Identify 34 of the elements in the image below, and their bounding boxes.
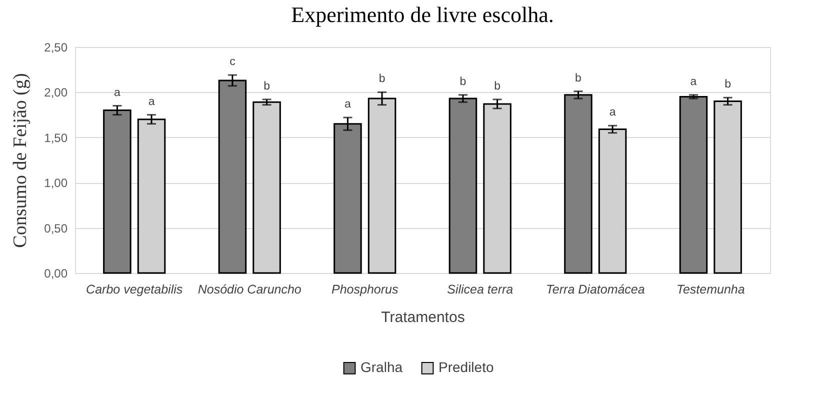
x-tick-label: Silicea terra <box>447 282 514 296</box>
legend-label: Predileto <box>438 359 494 376</box>
y-tick-label: 1,50 <box>44 130 68 145</box>
y-tick-label: 2,50 <box>44 40 68 54</box>
legend-label: Gralha <box>360 359 403 376</box>
data-label: b <box>494 80 500 92</box>
bar <box>218 80 247 274</box>
data-label: b <box>460 76 466 88</box>
y-tick-label: 1,00 <box>44 176 68 190</box>
x-tick-label: Carbo vegetabilis <box>86 282 183 296</box>
bar <box>564 94 592 274</box>
data-label: a <box>609 106 616 119</box>
x-axis-title: Tratamentos <box>381 309 465 326</box>
x-tick-label: Testemunha <box>676 282 745 296</box>
data-label: a <box>148 96 156 108</box>
x-tick-label: Terra Diatomácea <box>546 282 645 296</box>
data-label: b <box>264 80 270 92</box>
data-label: a <box>114 86 121 99</box>
y-tick-label: 0,00 <box>44 266 68 280</box>
x-tick-label: Nosódio Caruncho <box>198 282 302 296</box>
chart-title: Experimento de livre escolha. <box>291 2 554 27</box>
data-label: a <box>344 98 352 111</box>
y-tick-label: 0,50 <box>44 221 68 236</box>
bar <box>103 110 132 274</box>
data-label: b <box>575 72 582 84</box>
bar <box>679 96 708 274</box>
data-label: a <box>690 76 698 88</box>
data-label: c <box>230 56 236 68</box>
data-label: b <box>724 78 732 91</box>
y-tick-label: 2,00 <box>44 86 68 100</box>
x-tick-label: Phosphorus <box>332 282 398 296</box>
bar <box>448 98 478 274</box>
y-axis-title: Consumo de Feijão (g) <box>10 73 32 248</box>
data-label: b <box>378 73 386 86</box>
